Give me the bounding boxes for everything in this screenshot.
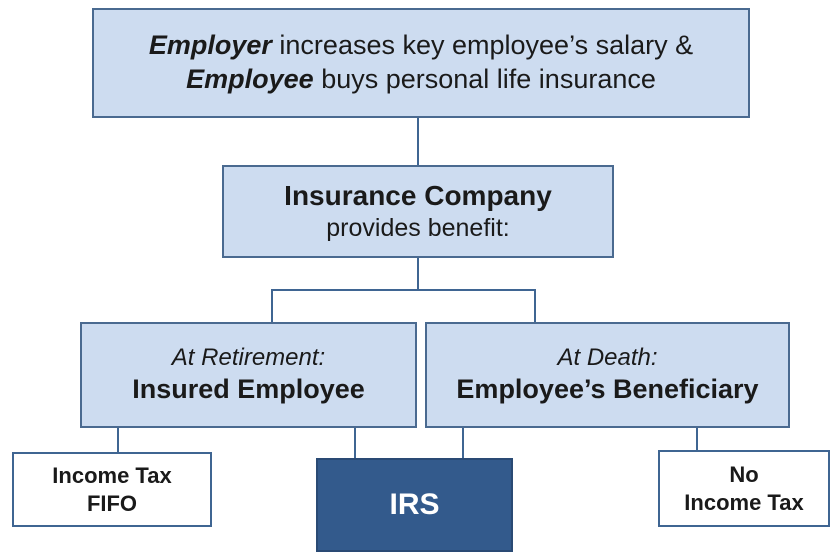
text: buys personal life insurance <box>321 64 656 94</box>
irs-box: IRS <box>316 458 513 552</box>
death-box: At Death: Employee’s Beneficiary <box>425 322 790 428</box>
retirement-box: At Retirement: Insured Employee <box>80 322 417 428</box>
line: Employee buys personal life insurance <box>186 63 656 97</box>
condition: At Retirement: <box>171 344 326 372</box>
insurer-box: Insurance Company provides benefit: <box>222 165 614 258</box>
text: Income Tax <box>52 463 172 488</box>
title: Insurance Company <box>284 180 552 212</box>
line: Employer increases key employee’s salary… <box>149 29 693 63</box>
subtitle: provides benefit: <box>326 214 510 243</box>
label: IRS <box>389 488 440 522</box>
text: FIFO <box>86 490 138 516</box>
condition: At Death: <box>557 344 658 372</box>
text: increases key employee’s salary & <box>279 30 694 61</box>
employer-box: Employer increases key employee’s salary… <box>92 8 750 118</box>
recipient: Insured Employee <box>132 374 365 405</box>
text: Income Tax <box>684 489 804 515</box>
emphasis: Employer <box>148 30 272 61</box>
recipient: Employee’s Beneficiary <box>456 374 759 405</box>
emphasis: Employee <box>186 64 314 94</box>
death-tax-box: No Income Tax <box>658 450 830 527</box>
retirement-tax-box: Income Tax FIFO <box>12 452 212 527</box>
text: No <box>729 462 759 487</box>
